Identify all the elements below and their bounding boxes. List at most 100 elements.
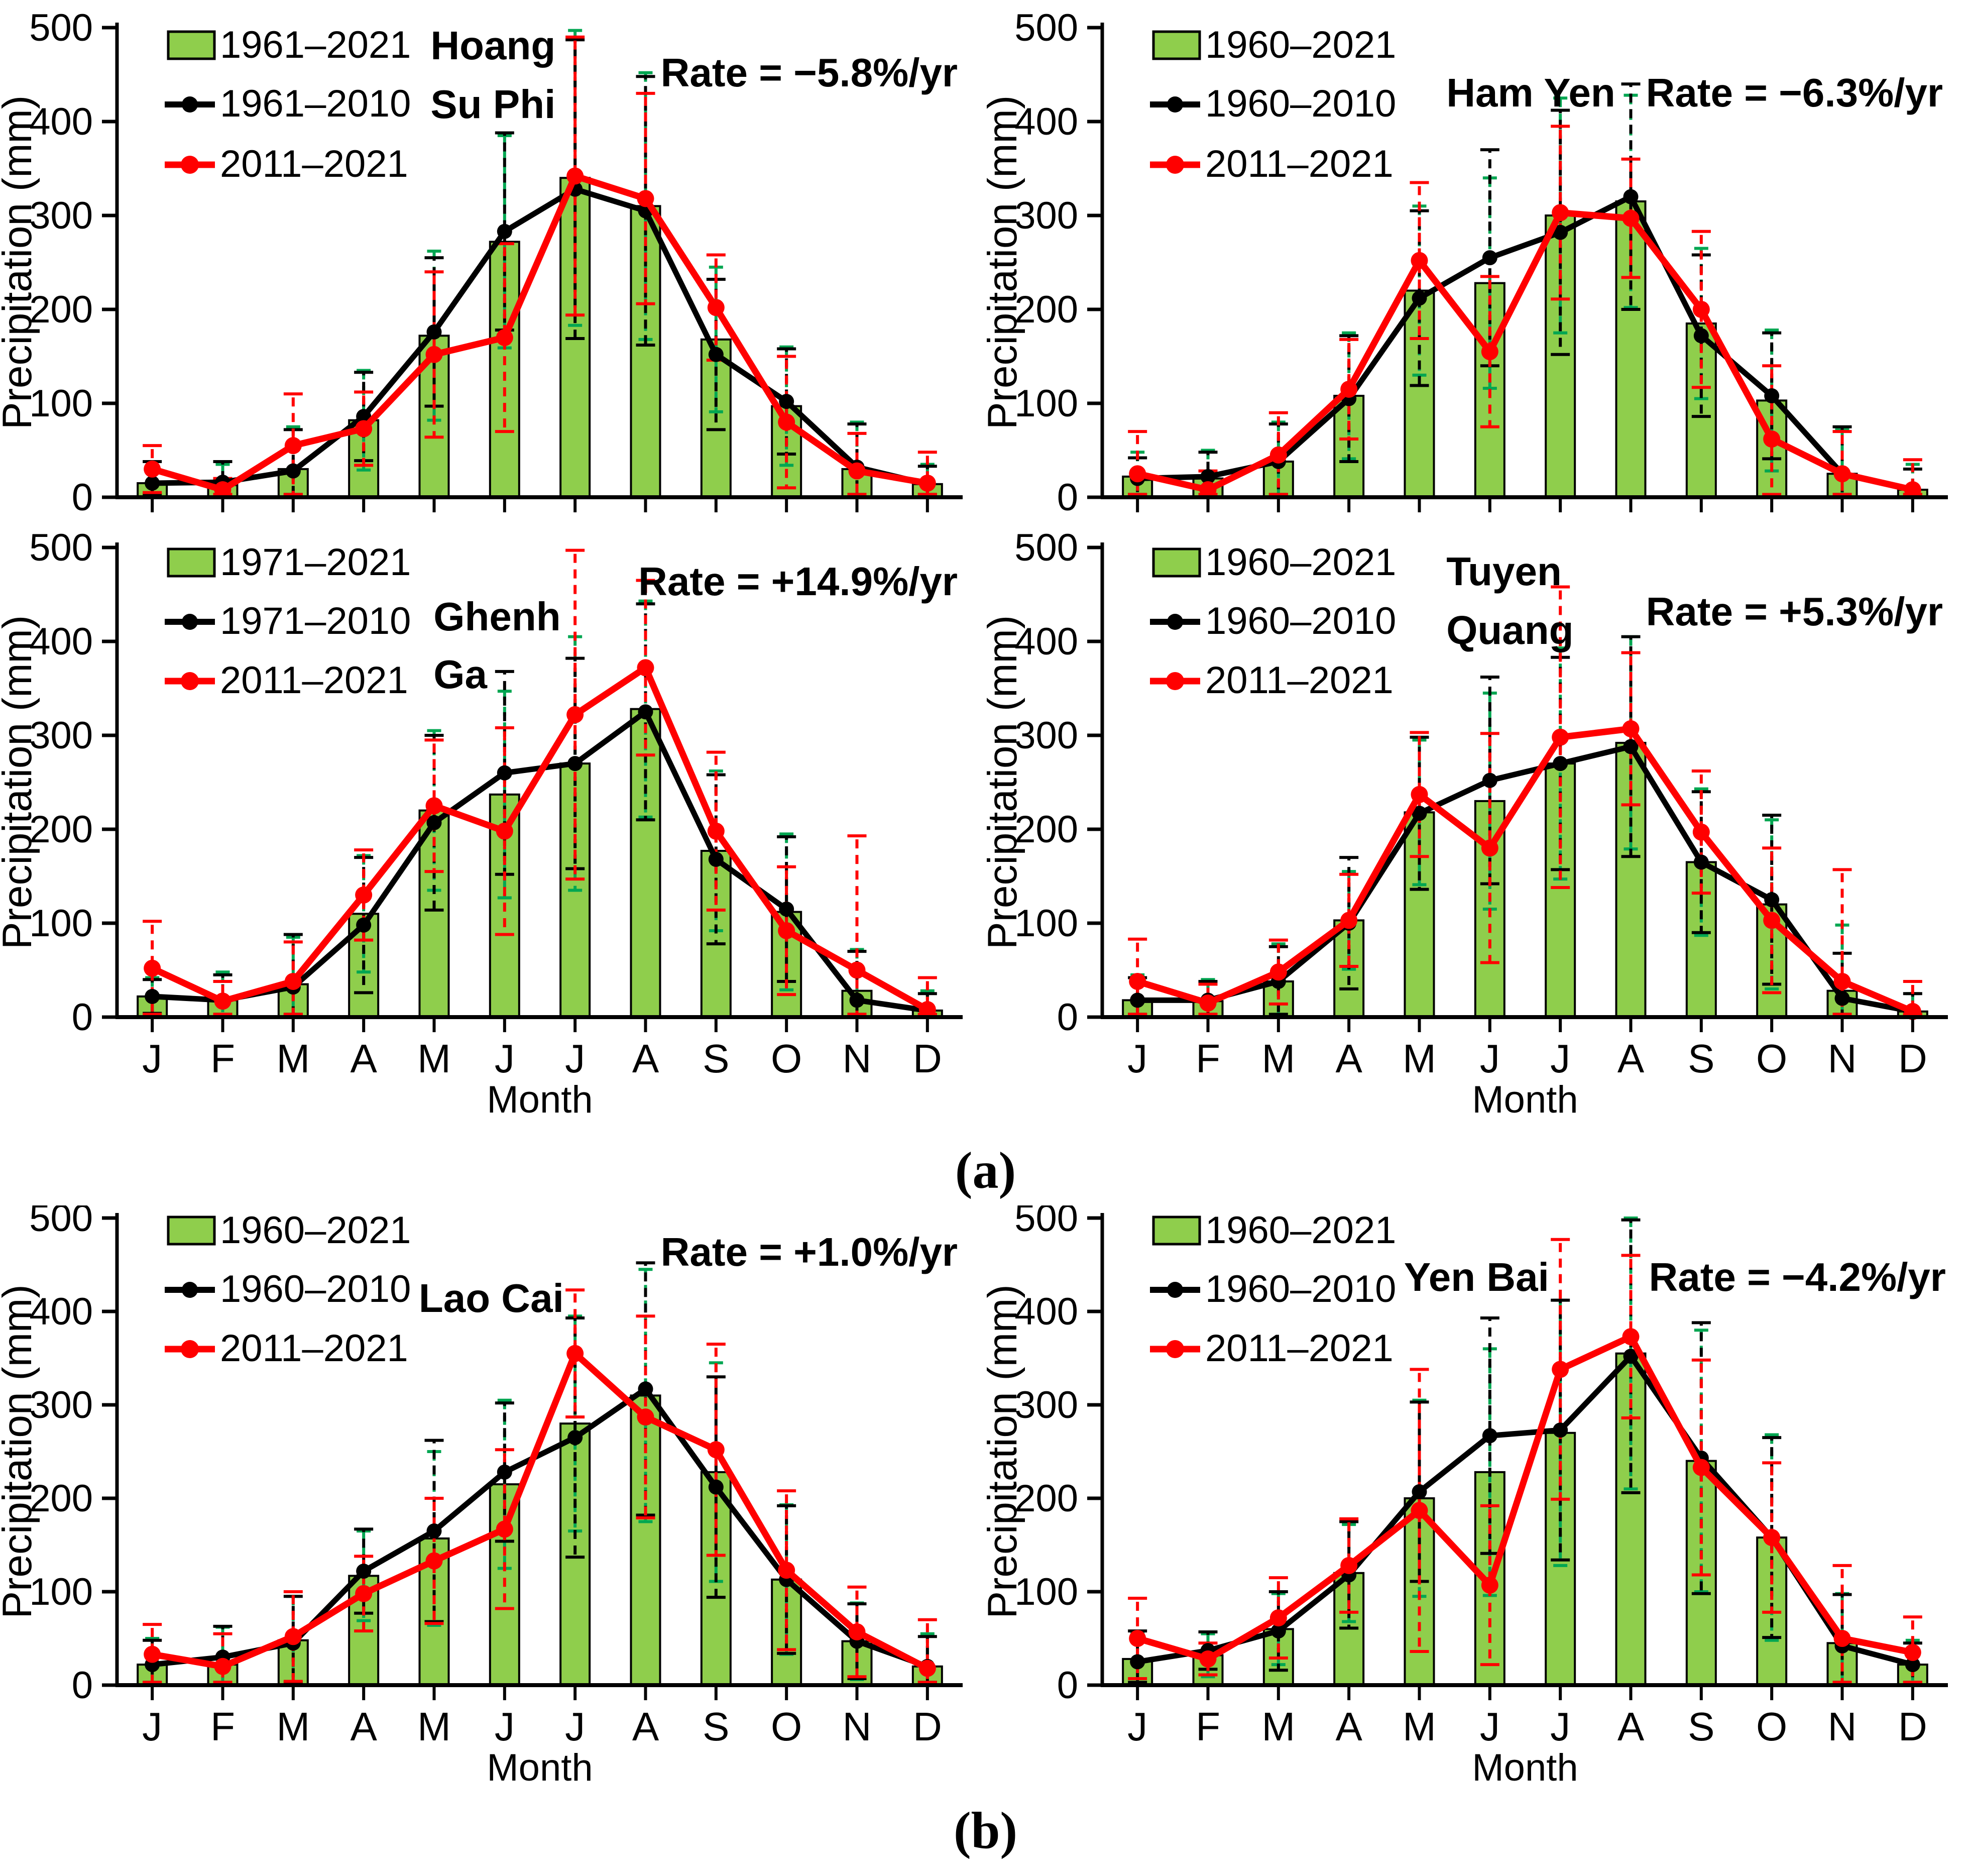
hist-line-series-marker [1905,1657,1920,1673]
rate-label: Rate = +1.0%/yr [661,1230,958,1274]
hist-line-series-marker [1693,328,1709,344]
recent-line-series-marker [425,346,443,363]
legend-bar-swatch [167,30,216,60]
recent-line-series-marker [1622,209,1640,227]
hist-line-series-marker [567,1430,583,1446]
y-tick-label: 500 [29,7,93,49]
hist-line-series-marker [1623,189,1639,204]
chart-ghenh-ga: 0 100 200 300 400 500 J F M A M J J A S O N D Month Precipi… [0,527,985,1135]
hist-line-series-marker [1412,290,1427,306]
hist-line-series-marker [426,815,442,830]
legend-hist-marker [182,96,198,113]
recent-line-series-marker [566,167,584,185]
recent-line-series-marker [214,992,231,1010]
y-tick-label: 400 [29,620,93,663]
recent-line-series-marker [1763,430,1781,448]
hist-line-series-marker [1553,1422,1568,1438]
bar [1404,289,1435,498]
station-title-line: Ga [433,652,487,697]
x-tick-label: M [417,1036,451,1081]
hist-line-series [1130,739,1920,1019]
recent-line-series-marker [1411,252,1428,269]
station-title-line: Ghenh [433,594,560,639]
station-title-line: Quang [1446,608,1573,652]
legend-label: 1960–2010 [1205,82,1396,125]
hist-line-series-marker [1412,806,1427,821]
x-tick-label: O [771,1704,802,1749]
x-axis-title: Month [1472,1746,1578,1789]
recent-line-series-marker [1340,380,1358,398]
x-tick-label: J [142,1036,162,1081]
hist-line-series-marker [1130,1654,1145,1670]
legend: 1960–2021 1960–2010 2011–2021 [165,1209,411,1370]
hist-line-series-marker [1553,756,1568,771]
hist-line-series-marker [1412,1484,1427,1499]
chart-svg-hoang-su-phi: 0 100 200 300 400 500 Precipitation (mm) 1961–2… [0,7,963,519]
legend-bar-swatch [167,1216,216,1246]
chart-yen-bai: 0 100 200 300 400 500 J F M A M J J A S O N D Month Precipi… [985,1205,1970,1791]
x-tick-label: A [350,1036,377,1081]
x-tick-label: A [1335,1036,1362,1081]
legend-bar-swatch [1152,1216,1201,1246]
y-tick-label: 100 [29,1571,93,1613]
recent-line-series-marker [848,462,866,480]
legend-hist-marker [1167,96,1183,113]
y-tick-label: 200 [1014,288,1078,331]
legend-label: 2011–2021 [220,1327,408,1370]
recent-line-series-marker [425,1552,443,1570]
y-tick-label: 400 [1014,1290,1078,1333]
x-tick-label: S [1688,1704,1714,1749]
x-axis-title: Month [487,1078,593,1121]
legend: 1960–2021 1960–2010 2011–2021 [1150,541,1396,702]
recent-line-series-marker [1833,465,1851,483]
legend-label: 2011–2021 [1205,143,1394,185]
legend-bar-swatch [1152,547,1201,578]
hist-line-series-marker [1623,739,1639,754]
recent-line-series [1129,720,1921,1020]
recent-line-series-marker [1552,728,1569,746]
x-tick-label: A [350,1704,377,1749]
legend-label: 1971–2010 [220,600,411,642]
hist-line-series-marker [497,765,512,781]
recent-line-series-marker [1763,1529,1781,1547]
legend-recent-marker [1166,1340,1184,1358]
recent-line-series-marker [1129,1630,1146,1647]
x-tick-label: A [632,1036,659,1081]
y-tick-label: 100 [29,382,93,425]
section-label-b: (b) [953,1802,1018,1859]
recent-line-series-marker [355,886,373,904]
recent-line-series-marker [1199,1650,1217,1668]
recent-line-series-marker [1692,1459,1710,1476]
x-tick-label: J [1480,1036,1500,1081]
axes: 0 100 200 300 400 500 Precipitation (mm) [985,7,1948,519]
recent-line-series-marker [778,413,795,431]
x-tick-label: A [1617,1036,1645,1081]
y-axis-title: Precipitation (mm) [0,1284,40,1618]
y-tick-label: 400 [1014,100,1078,143]
hist-line-series-marker [356,1564,372,1579]
recent-line-series-marker [707,299,725,316]
station-title-line: Hoang [430,23,555,68]
x-tick-label: O [771,1036,802,1081]
recent-line-series-marker [1411,786,1428,803]
legend-label: 1961–2010 [220,82,411,125]
recent-line-series-marker [1269,963,1287,981]
recent-line-series-marker [1129,465,1146,483]
legend-bar-swatch [167,547,216,578]
y-tick-label: 0 [1057,1664,1078,1707]
hist-line-series-marker [779,901,794,917]
recent-line-series [144,1345,936,1677]
y-tick-label: 500 [29,1205,93,1240]
chart-svg-ham-yen: 0 100 200 300 400 500 Precipitation (mm) 1960–2… [985,7,1948,519]
recent-line-series-marker [1340,1557,1358,1574]
hist-line-series-path [152,709,928,1014]
x-tick-label: S [703,1036,729,1081]
rate-label: Rate = +5.3%/yr [1646,589,1943,634]
recent-line-series-marker [144,959,161,977]
recent-line-series-marker [848,1623,866,1640]
rate-label: Rate = +14.9%/yr [638,559,958,604]
chart-lao-cai: 0 100 200 300 400 500 J F M A M J J A S O N D Month Precipi… [0,1205,985,1791]
